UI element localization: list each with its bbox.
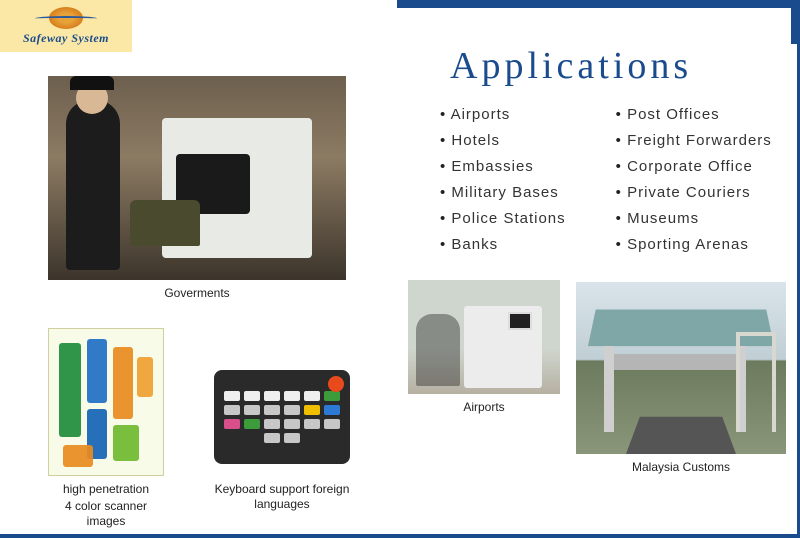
keyboard-key bbox=[264, 391, 280, 401]
caption: Airports bbox=[408, 400, 560, 415]
list-item: Freight Forwarders bbox=[616, 128, 772, 154]
image-governments: Goverments bbox=[48, 76, 346, 301]
keyboard-key bbox=[304, 405, 320, 415]
list-item: Sporting Arenas bbox=[616, 232, 772, 258]
caption: Keyboard support foreign languages bbox=[198, 482, 366, 512]
list-item: Embassies bbox=[440, 154, 566, 180]
caption-line2: 4 color scanner images bbox=[48, 499, 164, 529]
applications-lists: Airports Hotels Embassies Military Bases… bbox=[440, 102, 772, 258]
control-panel-photo bbox=[198, 358, 366, 476]
caption-line1: high penetration bbox=[48, 482, 164, 497]
top-accent-bar bbox=[397, 0, 797, 8]
scan-object bbox=[87, 339, 107, 403]
caption: Malaysia Customs bbox=[576, 460, 786, 475]
luggage-icon bbox=[130, 200, 200, 246]
scanner-gantry bbox=[736, 332, 776, 432]
airport-scanner-photo bbox=[408, 280, 560, 394]
xray-scanner-photo bbox=[48, 76, 346, 280]
keyboard-key bbox=[284, 405, 300, 415]
slide: Safeway System Applications Airports Hot… bbox=[0, 0, 800, 538]
keyboard-key bbox=[244, 419, 260, 429]
keyboard-key bbox=[324, 391, 340, 401]
applications-col-2: Post Offices Freight Forwarders Corporat… bbox=[616, 102, 772, 258]
applications-col-1: Airports Hotels Embassies Military Bases… bbox=[440, 102, 566, 258]
keyboard-key bbox=[224, 419, 240, 429]
monitor-icon bbox=[508, 312, 532, 330]
person-hat bbox=[70, 76, 114, 90]
corner-accent bbox=[791, 8, 797, 44]
image-airports: Airports bbox=[408, 280, 560, 415]
person-silhouette bbox=[66, 100, 120, 270]
keyboard-key bbox=[304, 391, 320, 401]
pillar-left bbox=[604, 346, 614, 432]
caption: Goverments bbox=[48, 286, 346, 301]
list-item: Military Bases bbox=[440, 180, 566, 206]
list-item: Private Couriers bbox=[616, 180, 772, 206]
image-keyboard: Keyboard support foreign languages bbox=[198, 358, 366, 512]
keyboard-key bbox=[324, 419, 340, 429]
list-item: Corporate Office bbox=[616, 154, 772, 180]
crossbar bbox=[604, 354, 746, 370]
list-item: Museums bbox=[616, 206, 772, 232]
emergency-stop-icon bbox=[328, 376, 344, 392]
xray-result-image bbox=[48, 328, 164, 476]
keyboard-key bbox=[284, 391, 300, 401]
keyboard-key bbox=[304, 419, 320, 429]
keyboard-panel bbox=[214, 370, 350, 464]
scan-object bbox=[63, 445, 93, 467]
scan-object bbox=[113, 347, 133, 419]
people-silhouette bbox=[416, 314, 460, 386]
scan-object bbox=[59, 343, 81, 437]
image-4color-scan: high penetration 4 color scanner images bbox=[48, 328, 164, 529]
image-customs: Malaysia Customs bbox=[576, 282, 786, 475]
brand-name: Safeway System bbox=[23, 31, 109, 46]
page-title: Applications bbox=[450, 44, 692, 88]
road bbox=[626, 417, 736, 454]
scanner-machine bbox=[464, 306, 542, 388]
keyboard-key bbox=[244, 391, 260, 401]
keyboard-key bbox=[284, 433, 300, 443]
keyboard-key bbox=[224, 391, 240, 401]
keyboard-key bbox=[264, 433, 280, 443]
list-item: Airports bbox=[440, 102, 566, 128]
customs-checkpoint-photo bbox=[576, 282, 786, 454]
globe-icon bbox=[49, 7, 83, 29]
brand-logo: Safeway System bbox=[0, 0, 132, 52]
list-item: Police Stations bbox=[440, 206, 566, 232]
keyboard-key bbox=[324, 405, 340, 415]
keyboard-key bbox=[224, 405, 240, 415]
keyboard-key bbox=[264, 405, 280, 415]
keyboard-key bbox=[284, 419, 300, 429]
list-item: Banks bbox=[440, 232, 566, 258]
list-item: Hotels bbox=[440, 128, 566, 154]
list-item: Post Offices bbox=[616, 102, 772, 128]
keyboard-key bbox=[244, 405, 260, 415]
scan-object bbox=[137, 357, 153, 397]
scan-object bbox=[113, 425, 139, 461]
keyboard-key bbox=[264, 419, 280, 429]
